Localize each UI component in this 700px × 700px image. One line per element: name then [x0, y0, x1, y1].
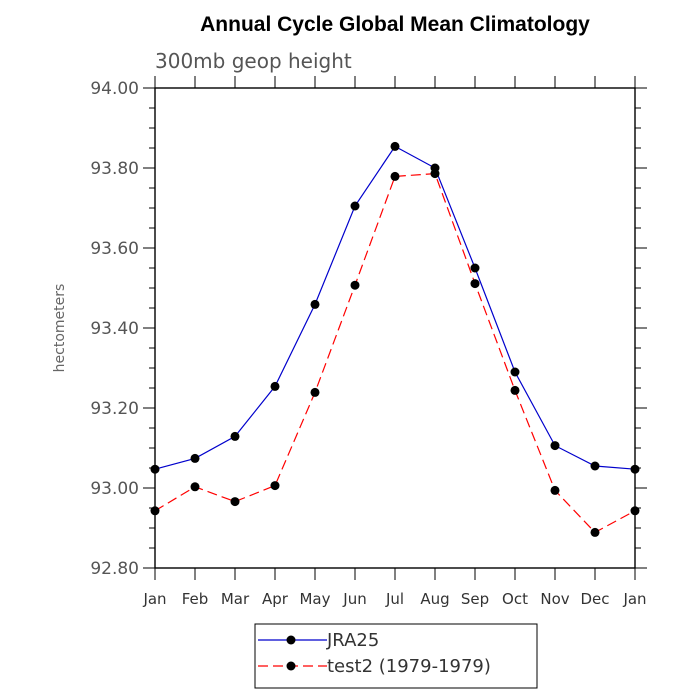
- x-tick-label: Mar: [221, 590, 250, 608]
- series-2-point: [550, 485, 560, 495]
- series-1-point: [470, 263, 480, 273]
- y-tick-label: 93.20: [90, 399, 139, 419]
- series-2-point: [470, 279, 480, 289]
- y-tick-label: 93.00: [90, 479, 139, 499]
- legend: JRA25 test2 (1979-1979): [254, 623, 538, 689]
- series-2-point: [590, 527, 600, 537]
- y-tick-label: 92.80: [90, 559, 139, 579]
- series-2-point: [310, 387, 320, 397]
- series-2-point: [270, 481, 280, 491]
- x-tick-label: Feb: [182, 590, 209, 608]
- x-tick-label: Aug: [420, 590, 449, 608]
- series-1-point: [190, 453, 200, 463]
- series-1-point: [310, 299, 320, 309]
- legend-box: [254, 623, 538, 689]
- y-tick-label: 94.00: [90, 79, 139, 99]
- x-tick-label: Sep: [461, 590, 489, 608]
- x-tick-label: Apr: [262, 590, 289, 608]
- x-tick-label: Jul: [385, 590, 404, 608]
- legend-swatch-marker-1: [286, 635, 296, 645]
- x-tick-label: Jun: [342, 590, 366, 608]
- series-1-point: [150, 464, 160, 474]
- series-2-point: [350, 280, 360, 290]
- series-line-1: [154, 145, 636, 470]
- series-2-point: [510, 385, 520, 395]
- chart-subtitle: 300mb geop height: [155, 49, 352, 73]
- chart-title: Annual Cycle Global Mean Climatology: [200, 13, 590, 36]
- y-axis-ticks: 92.80 93.00 93.20 93.40 93.60 93.80 94.00: [90, 79, 647, 579]
- x-tick-label: Oct: [502, 590, 528, 608]
- series-1-point: [550, 441, 560, 451]
- series-2-point: [630, 506, 640, 516]
- y-tick-label: 93.60: [90, 239, 139, 259]
- legend-label-1: JRA25: [326, 630, 379, 651]
- series-1-point: [510, 367, 520, 377]
- x-axis-ticks: Jan Feb Mar Apr May Jun Jul Aug Sep Oct Nov Dec Jan: [142, 76, 647, 608]
- legend-label-2: test2 (1979-1979): [327, 656, 491, 677]
- series-2-point: [230, 497, 240, 507]
- series-1-point: [590, 461, 600, 471]
- x-tick-label: Jan: [622, 590, 646, 608]
- y-tick-label: 93.80: [90, 159, 139, 179]
- series-2-point: [390, 171, 400, 181]
- legend-swatch-marker-2: [286, 661, 296, 671]
- x-tick-label: Jan: [142, 590, 166, 608]
- series-1-point: [350, 201, 360, 211]
- series-1-point: [390, 141, 400, 151]
- series-2-point: [150, 506, 160, 516]
- x-tick-label: Dec: [580, 590, 609, 608]
- series-2-point: [190, 482, 200, 492]
- series-2-point: [430, 169, 440, 179]
- y-tick-label: 93.40: [90, 319, 139, 339]
- series-1-point: [630, 464, 640, 474]
- series-line-2: [154, 172, 636, 534]
- x-tick-label: May: [299, 590, 330, 608]
- series-1-point: [230, 431, 240, 441]
- y-axis-label: hectometers: [52, 284, 68, 373]
- plot-frame: [154, 87, 636, 569]
- x-tick-label: Nov: [540, 590, 569, 608]
- series-1-point: [270, 381, 280, 391]
- series-layer: [150, 141, 640, 537]
